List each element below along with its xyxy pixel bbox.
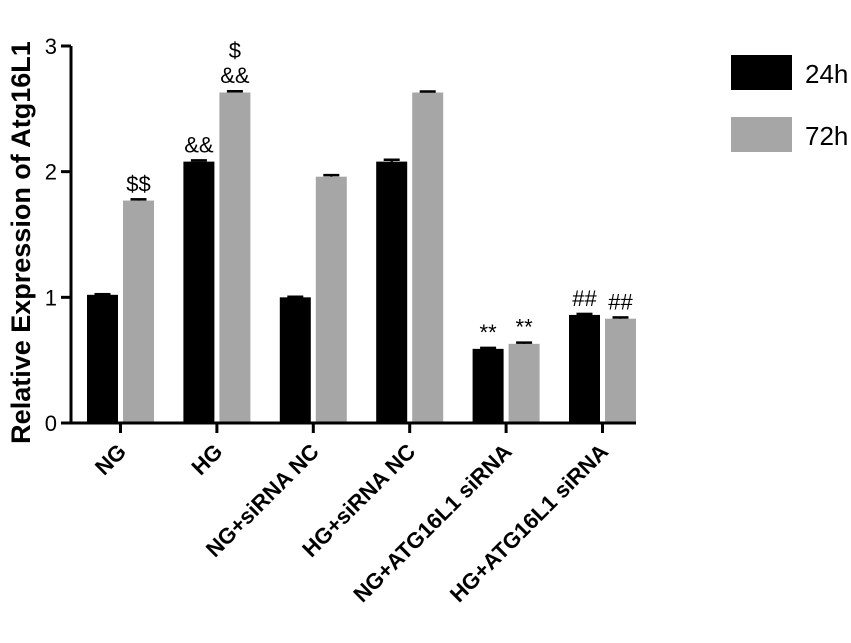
bar-72h-ng-atg16l1-sirna [508,343,540,423]
significance-mark: && [184,132,214,157]
legend-swatch-72h [731,117,792,152]
x-category-label: HG [186,439,227,480]
bar-24h-ng-atg16l1-sirna [472,348,504,423]
bars: $$&&$&&** **## ## [87,38,636,423]
bar-24h-hg [183,161,215,423]
bar-24h-hg-atg16l1-sirna [569,314,600,423]
significance-mark: ## [608,289,633,314]
bar-24h-ng-sirna-nc [279,297,311,423]
y-tick-label: 3 [45,34,57,59]
legend-label-72h: 72h [805,121,848,151]
y-tick-label: 0 [45,411,57,436]
significance-mark: $ [229,38,241,63]
significance-mark: && [220,63,250,88]
y-tick-label: 2 [45,160,57,185]
bar-72h-ng-sirna-nc [315,176,347,423]
significance-mark: ** [516,315,534,340]
y-axis-title: Relative Expression of Atg16L1 [6,41,36,444]
legend-swatch-24h [731,55,792,90]
x-category-label: HG+ATG16L1 siRNA [445,439,613,607]
bar-72h-ng [123,200,154,423]
y-tick-label: 1 [45,285,57,310]
significance-mark: ** [480,320,498,345]
bar-72h-hg [219,92,251,423]
significance-mark: $$ [126,171,150,196]
y-axis: 0 1 2 3 Relative Expression of Atg16L1 [6,34,73,444]
bar-24h-ng [87,294,118,423]
legend-label-24h: 24h [805,59,848,89]
x-category-label: NG [90,439,131,480]
legend: 24h 72h [731,55,848,152]
significance-mark: ## [572,286,597,311]
bar-24h-hg-sirna-nc [376,161,408,423]
x-category-label: NG+ATG16L1 siRNA [348,439,516,607]
bar-72h-hg-atg16l1-sirna [605,318,636,423]
bar-72h-hg-sirna-nc [412,92,444,423]
